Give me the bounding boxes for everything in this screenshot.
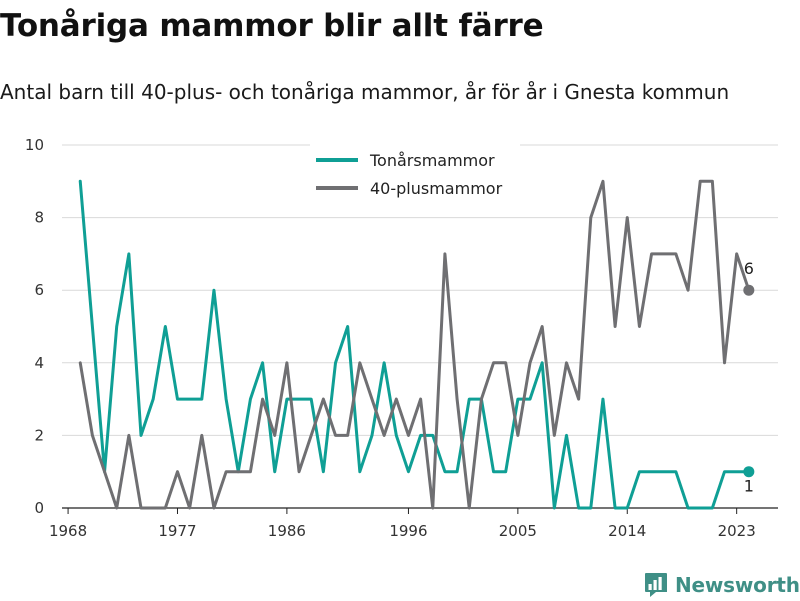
y-tick-label: 6 <box>34 281 44 299</box>
x-tick-label: 1996 <box>389 522 427 540</box>
x-tick-label: 2023 <box>718 522 756 540</box>
newsworthy-logo: Newsworthy <box>644 569 800 601</box>
series-end-point-0 <box>743 466 755 478</box>
x-tick-label: 2005 <box>499 522 537 540</box>
y-tick-label: 2 <box>34 426 44 444</box>
chart-title: Tonåriga mammor blir allt färre <box>0 8 544 44</box>
y-tick-label: 4 <box>34 354 44 372</box>
legend-background <box>310 142 520 202</box>
series-end-label-1: 6 <box>744 259 754 278</box>
x-tick-label: 2014 <box>608 522 646 540</box>
series-end-label-0: 1 <box>744 477 754 496</box>
brand-name: Newsworthy <box>675 573 800 597</box>
legend-label-0: Tonårsmammor <box>369 151 495 170</box>
end-labels: 16 <box>744 259 754 496</box>
axes: 0 2 4 6 8 10 1968 1977 1986 1996 2005 2014 2023 <box>25 136 778 540</box>
legend: Tonårsmammor 40-plusmammor <box>310 142 520 202</box>
series-line-1 <box>78 179 751 510</box>
series-end-point-1 <box>743 284 755 296</box>
chart-subtitle: Antal barn till 40-plus- och tonåriga ma… <box>0 80 730 104</box>
legend-label-1: 40-plusmammor <box>370 179 503 198</box>
x-tick-label: 1968 <box>49 522 87 540</box>
y-tick-label: 8 <box>34 209 44 227</box>
y-tick-label: 0 <box>34 499 44 517</box>
y-tick-label: 10 <box>25 136 44 154</box>
bar-chart-icon <box>645 573 667 597</box>
series-line-0 <box>78 179 751 510</box>
series-lines <box>78 179 755 510</box>
x-tick-label: 1986 <box>268 522 306 540</box>
x-tick-label: 1977 <box>158 522 196 540</box>
